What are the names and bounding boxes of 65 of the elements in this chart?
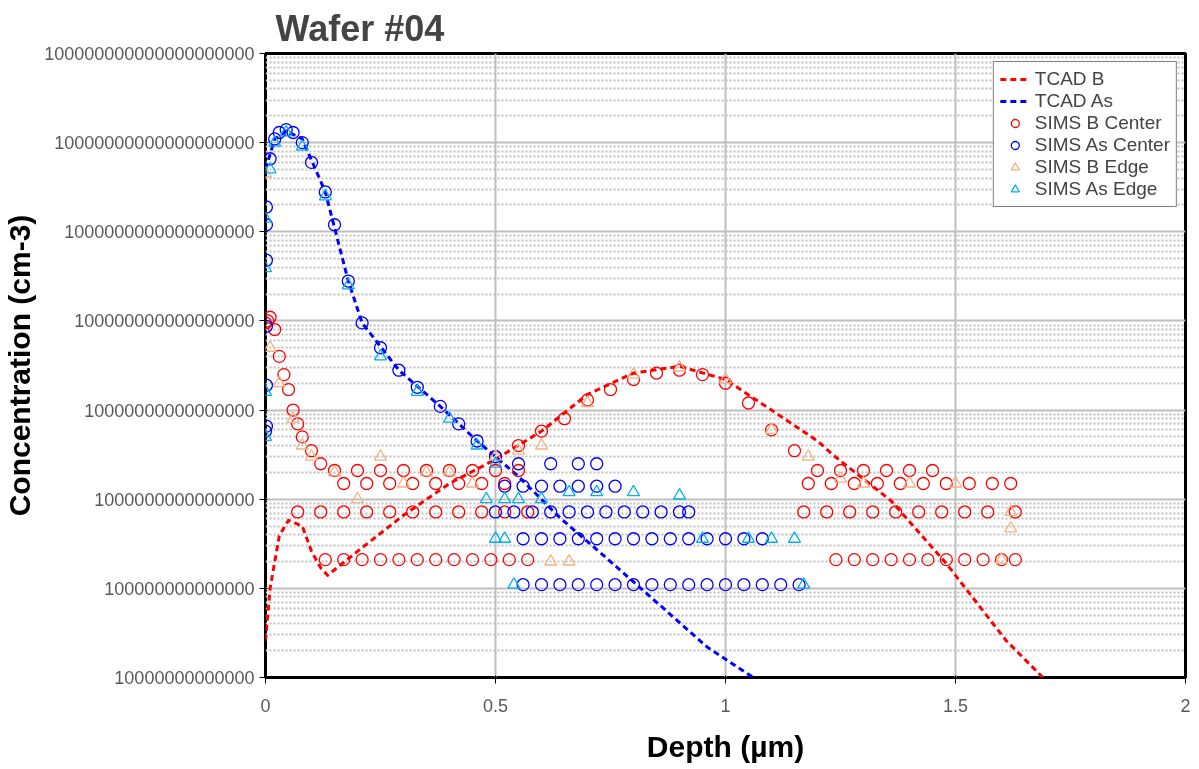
point	[544, 553, 558, 566]
point	[265, 161, 277, 174]
point	[465, 475, 480, 488]
point	[534, 437, 549, 450]
point	[695, 531, 710, 543]
point	[741, 531, 756, 543]
point	[948, 475, 963, 488]
point	[833, 471, 848, 483]
point	[672, 359, 687, 372]
y-tick-label: 10000000000000000000	[54, 133, 255, 154]
x-tick-label: 0.5	[482, 695, 509, 716]
point	[442, 411, 457, 423]
y-tick-label: 10000000000000000	[84, 400, 255, 421]
point	[562, 484, 576, 497]
point	[396, 475, 411, 488]
x-tick-label: 1	[720, 695, 731, 716]
point	[856, 475, 871, 488]
y-tick-label: 1000000000000000000	[64, 222, 255, 243]
legend-label: SIMS As Edge	[1034, 178, 1158, 200]
point	[787, 531, 802, 543]
point	[534, 491, 549, 504]
chart-title: Wafer #04	[275, 7, 445, 49]
x-tick-label: 1.5	[942, 695, 969, 716]
legend-label: TCAD B	[1034, 68, 1105, 90]
legend-label: SIMS B Center	[1034, 112, 1162, 134]
point	[511, 491, 526, 504]
point	[797, 577, 811, 589]
point	[350, 491, 365, 504]
point	[373, 449, 388, 461]
x-tick-label: 0	[260, 695, 271, 716]
y-axis-title: Concentration (cm-3)	[3, 214, 37, 517]
point	[286, 411, 300, 423]
point	[1004, 504, 1018, 517]
legend-label: TCAD As	[1034, 90, 1113, 112]
point	[272, 375, 286, 388]
y-tick-label: 10000000000000	[114, 668, 255, 688]
x-axis-title: Depth (µm)	[646, 729, 805, 763]
point	[718, 371, 733, 384]
point	[498, 531, 512, 543]
point	[479, 491, 493, 504]
y-tick-label: 1000000000000000	[94, 489, 255, 510]
point	[498, 491, 512, 504]
legend-label: SIMS As Center	[1034, 134, 1170, 156]
point	[410, 384, 424, 396]
point	[373, 348, 388, 361]
point	[562, 553, 576, 566]
point	[801, 449, 815, 461]
legend-label: SIMS B Edge	[1034, 156, 1149, 178]
point	[902, 475, 917, 488]
point	[626, 367, 641, 379]
y-tick-label: 100000000000000000	[74, 311, 255, 332]
point	[626, 484, 641, 497]
point	[1004, 520, 1018, 533]
point	[295, 437, 309, 450]
x-tick-label: 2	[1180, 695, 1191, 716]
y-tick-label: 100000000000000000000	[44, 44, 255, 64]
point	[764, 531, 779, 543]
point	[672, 487, 687, 500]
point	[590, 484, 604, 497]
point	[304, 449, 319, 461]
point	[488, 531, 503, 543]
point	[511, 443, 526, 455]
y-tick-label: 100000000000000	[104, 578, 255, 599]
point	[488, 456, 503, 468]
point	[507, 577, 521, 589]
